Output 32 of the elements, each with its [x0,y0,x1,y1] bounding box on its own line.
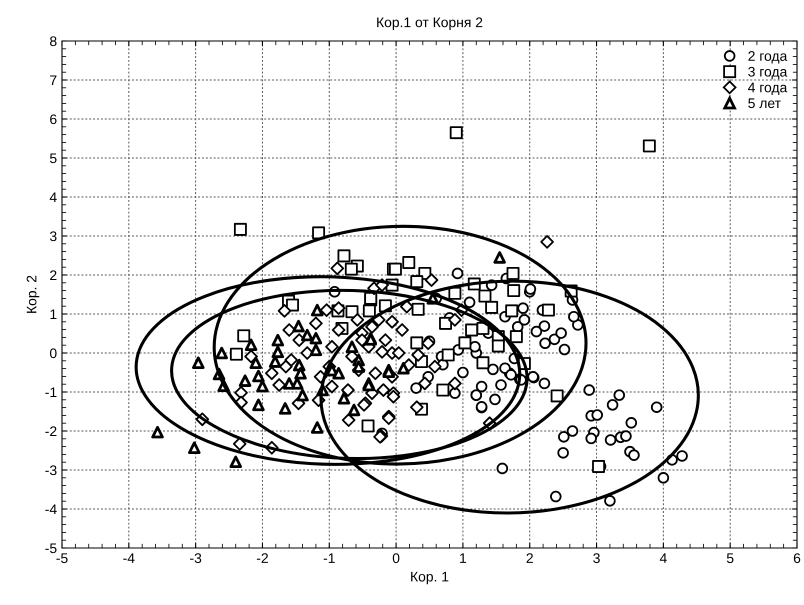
legend-label: 2 года [748,51,788,64]
y-tick-label: 8 [50,36,57,46]
x-tick-label: -1 [324,553,335,563]
x-axis-title: Кор. 1 [411,572,448,584]
y-tick-label: 1 [50,309,56,320]
y-tick-label: 0 [50,348,57,358]
y-tick-label: -3 [45,465,57,476]
chart-title: Кор.1 от Корня 2 [377,17,482,30]
x-tick-label: -2 [256,553,268,563]
x-tick-label: 3 [593,553,600,564]
y-tick-label: 2 [50,270,56,280]
y-tick-label: 6 [50,114,57,124]
y-tick-label: -1 [45,387,56,398]
x-tick-label: 6 [794,553,800,564]
legend-label: 4 года [748,82,788,96]
y-tick-label: -5 [45,543,57,554]
x-tick-label: 5 [726,553,734,564]
x-tick-label: 4 [660,553,667,563]
legend-label: 3 года [748,66,788,80]
x-tick-label: 2 [526,553,533,563]
y-tick-label: -4 [45,504,57,514]
y-tick-label: 3 [50,231,57,242]
legend-label: 5 лет [748,98,781,108]
y-tick-label: 7 [50,75,56,86]
x-tick-label: 1 [460,553,466,563]
y-tick-label: 4 [50,192,57,202]
y-axis-title: Кор. 2 [26,276,40,313]
y-tick-label: -2 [45,426,56,436]
y-tick-label: 5 [50,153,57,164]
x-tick-label: -3 [190,553,202,564]
x-tick-label: 0 [392,553,400,564]
x-tick-label: -4 [123,553,135,563]
